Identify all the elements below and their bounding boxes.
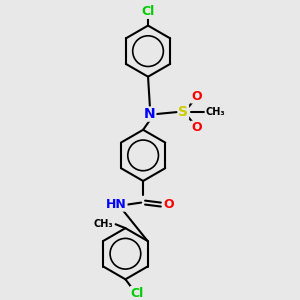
Text: HN: HN — [106, 198, 127, 211]
Text: O: O — [191, 90, 202, 103]
Text: CH₃: CH₃ — [94, 219, 114, 229]
Text: N: N — [144, 107, 156, 121]
Text: O: O — [164, 198, 174, 211]
Text: Cl: Cl — [141, 5, 155, 18]
Text: O: O — [191, 122, 202, 134]
Text: Cl: Cl — [130, 286, 144, 300]
Text: S: S — [178, 105, 188, 119]
Text: CH₃: CH₃ — [205, 107, 225, 117]
